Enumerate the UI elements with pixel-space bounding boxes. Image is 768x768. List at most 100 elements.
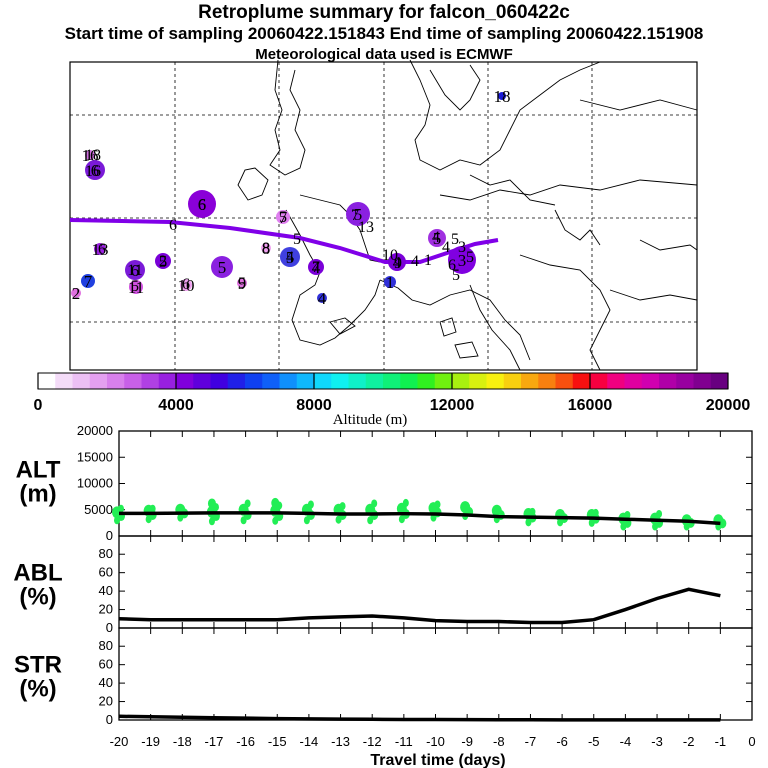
centroid-point: 9 — [237, 274, 247, 293]
centroid-label: 9 — [238, 274, 247, 293]
colorbar-swatch — [452, 373, 470, 389]
centroid-label-overlay: 4 — [442, 239, 450, 256]
colorbar-swatch — [434, 373, 453, 389]
altitude-panel: 0 5000 10000 15000 20000 ALT(m) — [16, 423, 753, 543]
colorbar-swatch — [141, 373, 160, 389]
centroid-label: 5 — [218, 258, 227, 277]
panel-ylabel: (%) — [19, 676, 56, 703]
centroid-point: 4 — [317, 289, 327, 308]
colorbar-swatch — [227, 373, 246, 389]
colorbar-swatch — [572, 373, 591, 389]
x-tick-label: -2 — [683, 734, 695, 749]
x-tick-label: -10 — [426, 734, 445, 749]
colorbar-swatch — [383, 373, 401, 389]
y-tick-label: 0 — [106, 620, 113, 635]
series-line — [118, 714, 721, 722]
centroid-point: 4 — [388, 253, 406, 272]
centroid-label: 7 — [279, 208, 288, 227]
x-tick-label: -15 — [268, 734, 287, 749]
coastlines — [237, 59, 698, 371]
centroid-point: 1 — [384, 273, 396, 292]
colorbar-swatch — [176, 373, 194, 389]
centroid-label: 5 — [159, 252, 168, 271]
centroid-label: 2 — [72, 284, 81, 303]
centroid-point: 13 — [92, 240, 109, 259]
y-tick-label: 60 — [99, 657, 113, 672]
altitude-spread-point — [624, 511, 631, 519]
met-data-source: Meteorological data used is ECMWF — [255, 46, 513, 63]
centroid-label: 7 — [84, 272, 93, 291]
x-tick-label: -16 — [236, 734, 255, 749]
colorbar-swatch — [641, 373, 660, 389]
centroid-point: 8 — [261, 239, 271, 258]
centroid-point: 4 — [308, 258, 324, 277]
centroid-label: 5 — [433, 229, 442, 248]
x-tick-label: -5 — [588, 734, 600, 749]
centroid-label-overlay: 13 — [358, 219, 374, 236]
centroid-label-overlay: 5 — [452, 267, 460, 284]
colorbar-swatch — [38, 373, 56, 389]
x-tick-label: -14 — [300, 734, 319, 749]
centroid-label: 3 — [458, 251, 467, 270]
centroid-point: 2 — [71, 284, 81, 303]
centroid-label-overlay: 4 — [286, 249, 294, 266]
colorbar-tick-label: 4000 — [158, 397, 194, 414]
centroid-label-overlay: 5 — [279, 209, 287, 226]
centroid-label: 4 — [393, 253, 402, 272]
map-gridlines — [70, 62, 697, 370]
y-tick-label: 10000 — [77, 476, 113, 491]
centroid-point: 5 — [428, 229, 446, 248]
altitude-spread-point — [118, 504, 124, 513]
altitude-spread-point — [271, 497, 280, 508]
centroid-label-overlay: 1 — [424, 252, 432, 269]
x-tick-label: -19 — [141, 734, 160, 749]
colorbar-swatch — [296, 373, 315, 389]
centroid-label-overlay: 7 — [351, 207, 359, 224]
y-tick-label: 20 — [99, 694, 113, 709]
str-panel: 0 20 40 60 80 STR(%) — [14, 627, 753, 727]
colorbar-tick-label: 0 — [34, 397, 43, 414]
centroid-label-overlay: 9 — [394, 255, 402, 272]
panel-ylabel: (%) — [19, 584, 56, 611]
centroid-label-overlay: 11 — [127, 262, 142, 279]
colorbar-swatch — [158, 373, 177, 389]
x-tick-label: 0 — [748, 734, 755, 749]
x-tick-label: -20 — [110, 734, 129, 749]
altitude-spread-point — [592, 508, 599, 517]
centroid-label-overlay: 5 — [238, 275, 246, 292]
centroid-label: 4 — [318, 289, 327, 308]
centroid-label-overlay: 5 — [293, 231, 301, 248]
altitude-spread-point — [244, 499, 251, 508]
series-line — [119, 511, 721, 526]
altitude-spread-point — [529, 507, 536, 516]
colorbar-swatch — [210, 373, 229, 389]
centroid-point: 11 — [128, 278, 144, 297]
centroid-label: 8 — [262, 239, 271, 258]
colorbar-swatch — [521, 373, 539, 389]
colorbar-tick-label: 20000 — [706, 397, 751, 414]
colorbar-tick-label: 12000 — [430, 397, 475, 414]
x-tick-label: -4 — [620, 734, 632, 749]
colorbar-swatch — [124, 373, 142, 389]
y-tick-label: 0 — [106, 528, 113, 543]
altitude-spread-point — [339, 502, 346, 511]
map-frame — [69, 61, 698, 371]
centroid-label-overlay: 6 — [98, 241, 106, 258]
chart-title: Retroplume summary for falcon_060422c — [198, 2, 570, 23]
centroid-point: 10 — [178, 276, 195, 295]
centroid-label-overlay: 5 — [131, 278, 139, 295]
altitude-spread-point — [460, 501, 471, 514]
centroid-label: 5 — [354, 205, 363, 224]
centroid-label-overlay: 6 — [169, 217, 177, 234]
colorbar-swatch — [55, 373, 73, 389]
colorbar-swatch — [659, 373, 677, 389]
centroid-label-overlay: 6 — [182, 276, 190, 293]
colorbar-swatch — [245, 373, 263, 389]
x-tick-label: -9 — [461, 734, 473, 749]
centroid-point: 5 — [346, 202, 370, 226]
centroid-point: 18 — [494, 87, 511, 106]
x-tick-label: -1 — [715, 734, 727, 749]
colorbar-swatch — [607, 373, 625, 389]
